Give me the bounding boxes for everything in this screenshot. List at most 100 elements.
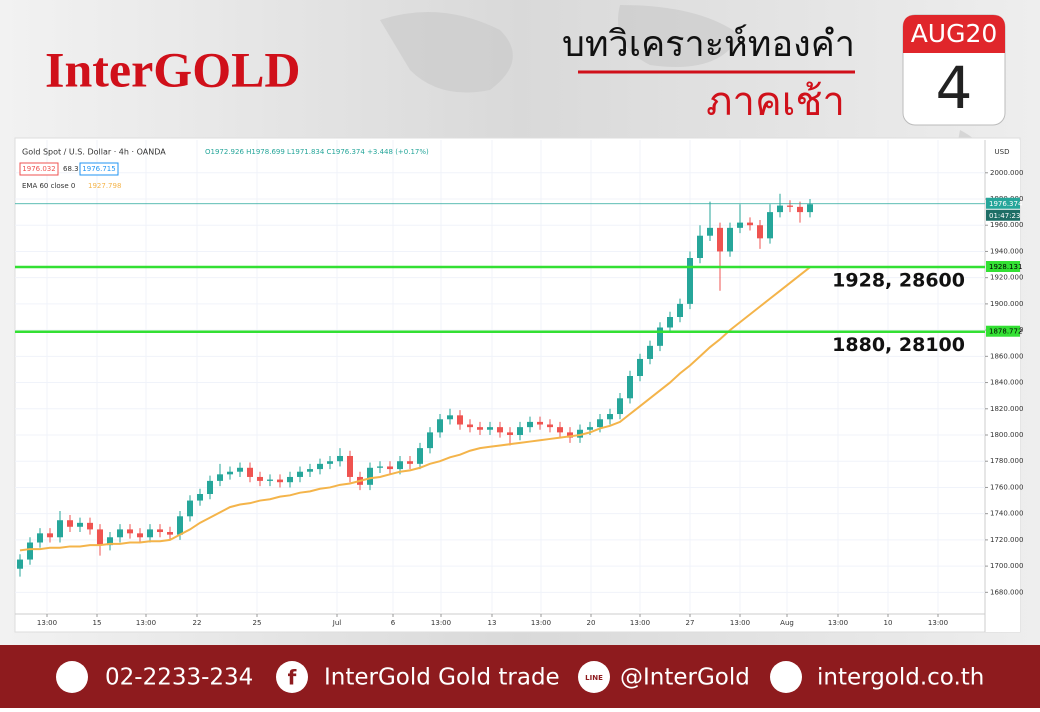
facebook-icon bbox=[276, 661, 308, 693]
candle-body bbox=[787, 205, 793, 207]
y-tick-label: 1940.000 bbox=[990, 247, 1023, 255]
x-tick-label: Aug bbox=[780, 619, 794, 627]
candle-body bbox=[697, 235, 703, 258]
candle-body bbox=[607, 414, 613, 420]
candle-body bbox=[177, 516, 183, 535]
level-label-bg bbox=[986, 261, 1020, 273]
logo: InterGOLD bbox=[45, 41, 301, 97]
candle-body bbox=[587, 427, 593, 430]
y-tick-label: 1740.000 bbox=[990, 510, 1023, 518]
candle-body bbox=[267, 479, 273, 481]
price-label-bg bbox=[986, 197, 1020, 209]
subtitle: ภาคเช้า bbox=[706, 79, 845, 125]
y-tick-label: 1860.000 bbox=[990, 352, 1023, 360]
candle-body bbox=[227, 471, 233, 475]
candle-body bbox=[467, 424, 473, 428]
candle-body bbox=[677, 303, 683, 317]
candle-body bbox=[27, 542, 33, 560]
candle-body bbox=[207, 480, 213, 494]
candle-body bbox=[407, 461, 413, 464]
candle-body bbox=[167, 532, 173, 535]
candle-body bbox=[87, 522, 93, 530]
chart-title: Gold Spot / U.S. Dollar · 4h · OANDA bbox=[22, 148, 166, 157]
candle-body bbox=[307, 469, 313, 472]
level-label: 1928.131 bbox=[989, 263, 1022, 271]
y-tick-label: 2000.000 bbox=[990, 169, 1023, 177]
y-tick-label: 1960.000 bbox=[990, 221, 1023, 229]
candle-body bbox=[717, 227, 723, 252]
level-label: 1878.772 bbox=[989, 328, 1022, 336]
candle-body bbox=[657, 327, 663, 346]
y-tick-label: 1680.000 bbox=[990, 588, 1023, 596]
x-tick-label: 27 bbox=[686, 619, 695, 627]
line-icon bbox=[578, 661, 610, 693]
candle-body bbox=[47, 533, 53, 538]
candle-body bbox=[447, 415, 453, 420]
candle-body bbox=[297, 471, 303, 477]
candle-body bbox=[417, 448, 423, 464]
countdown-bg bbox=[986, 209, 1020, 221]
y-tick-label: 1900.000 bbox=[990, 300, 1023, 308]
candle-body bbox=[627, 376, 633, 399]
axis-bg bbox=[985, 140, 1020, 632]
y-tick-label: 1720.000 bbox=[990, 536, 1023, 544]
candle-body bbox=[187, 500, 193, 517]
phone-icon bbox=[56, 661, 88, 693]
currency: USD bbox=[995, 148, 1010, 156]
candle-body bbox=[487, 427, 493, 430]
x-tick-label: 15 bbox=[93, 619, 102, 627]
candle-body bbox=[287, 476, 293, 483]
candle-body bbox=[747, 222, 753, 226]
candle-body bbox=[127, 529, 133, 534]
x-tick-label: 13:00 bbox=[431, 619, 451, 627]
ohlc-text: O1972.926 H1978.699 L1971.834 C1976.374 … bbox=[205, 148, 429, 156]
candle-body bbox=[807, 204, 813, 213]
candle-body bbox=[727, 227, 733, 252]
candle-body bbox=[577, 429, 583, 438]
x-tick-label: 13:00 bbox=[928, 619, 948, 627]
candle-body bbox=[247, 467, 253, 477]
candle-body bbox=[767, 212, 773, 239]
candle-body bbox=[57, 520, 63, 538]
candle-body bbox=[17, 559, 23, 569]
candle-body bbox=[77, 522, 83, 527]
x-tick-label: 13:00 bbox=[136, 619, 156, 627]
candle-body bbox=[37, 533, 43, 543]
globe-icon bbox=[770, 661, 802, 693]
candle-body bbox=[537, 421, 543, 425]
footer bbox=[0, 645, 1040, 708]
facebook: InterGold Gold trade bbox=[324, 665, 560, 691]
x-tick-label: 6 bbox=[391, 619, 396, 627]
candle-body bbox=[517, 427, 523, 435]
candle-body bbox=[347, 455, 353, 477]
candle-body bbox=[557, 427, 563, 433]
candle-body bbox=[107, 537, 113, 546]
ask-box bbox=[79, 162, 119, 176]
candle-body bbox=[217, 474, 223, 481]
candle-body bbox=[377, 466, 383, 468]
y-tick-label: 1760.000 bbox=[990, 483, 1023, 491]
title: บทวิเคราะห์ทองคำ bbox=[562, 24, 855, 65]
plot: 1680.000 1700.000 1720.000 1740.000 1760.000… bbox=[15, 140, 1023, 632]
candle-body bbox=[457, 415, 463, 425]
candle-body bbox=[387, 466, 393, 470]
candle-body bbox=[497, 427, 503, 433]
candle-body bbox=[337, 455, 343, 462]
candle-body bbox=[567, 432, 573, 438]
level-label-bg bbox=[986, 325, 1020, 337]
candle-body bbox=[777, 205, 783, 213]
calendar-day: 4 bbox=[936, 54, 973, 122]
candle-body bbox=[317, 463, 323, 470]
spread: 68.3 bbox=[63, 165, 79, 173]
candle-body bbox=[437, 419, 443, 433]
candle-body bbox=[527, 421, 533, 428]
ema-legend: EMA 60 close 0 bbox=[22, 182, 75, 190]
map-decoration bbox=[380, 5, 1010, 220]
candle-body bbox=[737, 222, 743, 228]
candle-body bbox=[67, 520, 73, 527]
candle-body bbox=[137, 533, 143, 538]
x-tick-label: 13:00 bbox=[730, 619, 750, 627]
level-annotation: 1928, 28600 bbox=[832, 270, 965, 292]
candle-body bbox=[647, 345, 653, 359]
countdown: 01:47:23 bbox=[989, 212, 1020, 220]
